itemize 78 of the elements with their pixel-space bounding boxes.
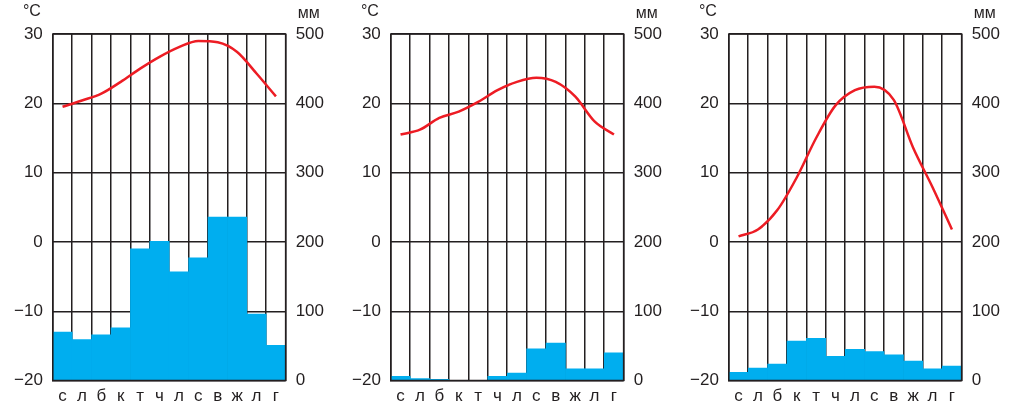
x-tick-label: к — [117, 386, 126, 406]
x-tick-label: б — [434, 386, 445, 406]
x-tick-label: г — [948, 386, 956, 406]
y-tick-label: −20 — [13, 370, 43, 390]
y2-tick-label: 0 — [971, 370, 982, 390]
x-tick-label: т — [474, 386, 483, 406]
x-tick-label: л — [589, 386, 600, 406]
x-tick-label: т — [812, 386, 821, 406]
y2-tick-label: 500 — [633, 23, 663, 43]
y2-tick-label: 400 — [633, 93, 663, 113]
x-tick-label: ж — [231, 386, 244, 406]
y-tick-label: −20 — [689, 370, 719, 390]
y-tick-label: 30 — [699, 23, 719, 43]
x-tick-label: л — [76, 386, 87, 406]
y2-axis-title: мм — [297, 4, 320, 22]
x-tick-label: в — [213, 386, 223, 406]
x-tick-label: л — [414, 386, 425, 406]
y-axis-title: °C — [22, 2, 41, 20]
y-tick-label: 20 — [699, 93, 719, 113]
y-tick-label: −10 — [689, 300, 719, 320]
x-tick-label: л — [511, 386, 522, 406]
x-tick-label: с — [58, 386, 68, 406]
y-tick-label: 0 — [709, 231, 719, 251]
y2-tick-label: 400 — [971, 93, 1001, 113]
y2-tick-label: 200 — [971, 231, 1001, 251]
x-tick-label: г — [610, 386, 618, 406]
y2-tick-label: 300 — [295, 162, 325, 182]
x-tick-label: б — [772, 386, 783, 406]
x-tick-label: с — [870, 386, 880, 406]
x-tick-label: к — [455, 386, 464, 406]
y2-tick-label: 500 — [295, 23, 325, 43]
x-tick-label: г — [272, 386, 280, 406]
x-tick-label: т — [136, 386, 145, 406]
y-tick-label: 10 — [699, 162, 719, 182]
y2-tick-label: 300 — [971, 162, 1001, 182]
y-tick-label: 0 — [371, 231, 381, 251]
x-tick-label: в — [551, 386, 561, 406]
x-tick-label: с — [194, 386, 204, 406]
x-tick-label: с — [396, 386, 406, 406]
x-tick-label: ж — [907, 386, 920, 406]
x-tick-label: ч — [831, 386, 840, 406]
x-tick-label: л — [849, 386, 860, 406]
x-tick-label: ч — [155, 386, 164, 406]
x-tick-label: в — [889, 386, 899, 406]
x-tick-label: ч — [493, 386, 502, 406]
y-tick-label: 30 — [361, 23, 381, 43]
y-tick-label: 10 — [23, 162, 43, 182]
y-axis-title: °C — [698, 2, 717, 20]
y-tick-label: −10 — [13, 300, 43, 320]
x-tick-label: с — [532, 386, 542, 406]
x-tick-label: л — [173, 386, 184, 406]
x-tick-label: л — [927, 386, 938, 406]
x-tick-label: л — [752, 386, 763, 406]
y-tick-label: 20 — [23, 93, 43, 113]
y2-tick-label: 400 — [295, 93, 325, 113]
y-tick-label: 10 — [361, 162, 381, 182]
y2-axis-title: мм — [973, 4, 996, 22]
y2-tick-label: 500 — [971, 23, 1001, 43]
y-tick-label: 30 — [23, 23, 43, 43]
y-axis-title: °C — [360, 2, 379, 20]
y-tick-label: 0 — [33, 231, 43, 251]
y2-tick-label: 0 — [295, 370, 306, 390]
x-tick-label: б — [96, 386, 107, 406]
y-tick-label: −20 — [351, 370, 381, 390]
y2-tick-label: 100 — [295, 300, 325, 320]
y2-tick-label: 200 — [633, 231, 663, 251]
y-tick-label: −10 — [351, 300, 381, 320]
y-tick-label: 20 — [361, 93, 381, 113]
x-tick-label: ж — [569, 386, 582, 406]
y2-tick-label: 200 — [295, 231, 325, 251]
x-tick-label: л — [251, 386, 262, 406]
x-tick-label: к — [793, 386, 802, 406]
x-tick-label: с — [734, 386, 744, 406]
y2-tick-label: 0 — [633, 370, 644, 390]
y2-axis-title: мм — [635, 4, 658, 22]
y2-tick-label: 100 — [971, 300, 1001, 320]
y2-tick-label: 100 — [633, 300, 663, 320]
y2-tick-label: 300 — [633, 162, 663, 182]
